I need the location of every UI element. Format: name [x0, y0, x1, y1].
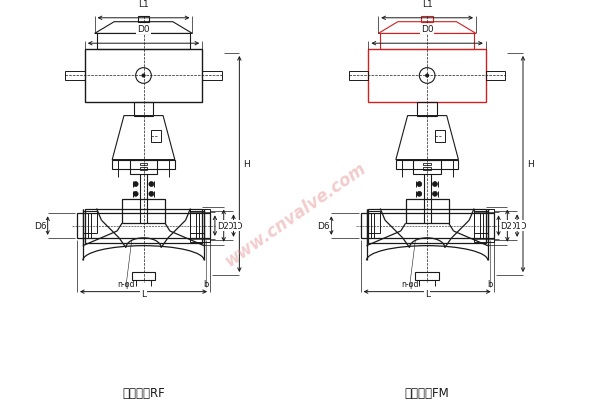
Text: D1: D1: [226, 222, 238, 231]
Bar: [474, 209, 494, 242]
Bar: [134, 103, 153, 116]
Bar: [421, 17, 433, 22]
Text: D: D: [235, 222, 242, 231]
Bar: [396, 160, 458, 170]
Bar: [423, 163, 431, 166]
Bar: [202, 72, 222, 81]
Text: 凹面法兰FM: 凹面法兰FM: [405, 386, 449, 399]
Bar: [85, 50, 202, 103]
Bar: [435, 131, 445, 143]
Circle shape: [425, 75, 428, 78]
Bar: [406, 199, 449, 224]
Text: L1: L1: [138, 0, 149, 9]
Bar: [423, 168, 431, 171]
Circle shape: [142, 75, 145, 78]
Bar: [130, 160, 157, 175]
Bar: [368, 209, 486, 243]
Bar: [122, 199, 165, 224]
Text: n-φd: n-φd: [401, 280, 418, 289]
Circle shape: [149, 182, 154, 187]
Bar: [132, 272, 155, 280]
Text: 突面法兰RF: 突面法兰RF: [122, 386, 165, 399]
Text: L1: L1: [422, 0, 433, 9]
Bar: [380, 34, 474, 50]
Text: D: D: [519, 222, 526, 231]
Text: H: H: [527, 160, 533, 169]
Bar: [367, 212, 380, 234]
Text: www.cnvalve.com: www.cnvalve.com: [221, 158, 369, 270]
Text: H: H: [243, 160, 250, 169]
Bar: [361, 214, 494, 238]
Bar: [413, 160, 441, 175]
Bar: [77, 214, 210, 238]
Bar: [83, 212, 97, 234]
Text: D2: D2: [217, 222, 229, 231]
Circle shape: [433, 182, 437, 187]
Text: b: b: [203, 280, 209, 289]
Circle shape: [417, 182, 422, 187]
Bar: [474, 212, 488, 234]
Circle shape: [417, 192, 422, 197]
Bar: [137, 17, 149, 22]
Text: D6: D6: [317, 222, 330, 231]
Text: b: b: [487, 280, 493, 289]
Text: D2: D2: [500, 222, 512, 231]
Bar: [97, 34, 190, 50]
Bar: [190, 212, 204, 234]
Text: D6: D6: [34, 222, 47, 231]
Bar: [140, 168, 148, 171]
Bar: [486, 72, 505, 81]
Circle shape: [149, 192, 154, 197]
Text: n-φd: n-φd: [117, 280, 134, 289]
Bar: [85, 209, 202, 243]
Text: D1: D1: [509, 222, 521, 231]
Bar: [190, 209, 210, 242]
Circle shape: [433, 192, 437, 197]
Bar: [151, 131, 161, 143]
Bar: [368, 50, 486, 103]
Circle shape: [133, 182, 138, 187]
Circle shape: [133, 192, 138, 197]
Bar: [140, 163, 148, 166]
Text: D0: D0: [421, 25, 433, 34]
Text: L: L: [141, 289, 146, 298]
Bar: [415, 272, 439, 280]
Text: L: L: [425, 289, 430, 298]
Bar: [65, 72, 85, 81]
Bar: [349, 72, 368, 81]
Text: D0: D0: [137, 25, 150, 34]
Bar: [112, 160, 175, 170]
Bar: [418, 103, 437, 116]
